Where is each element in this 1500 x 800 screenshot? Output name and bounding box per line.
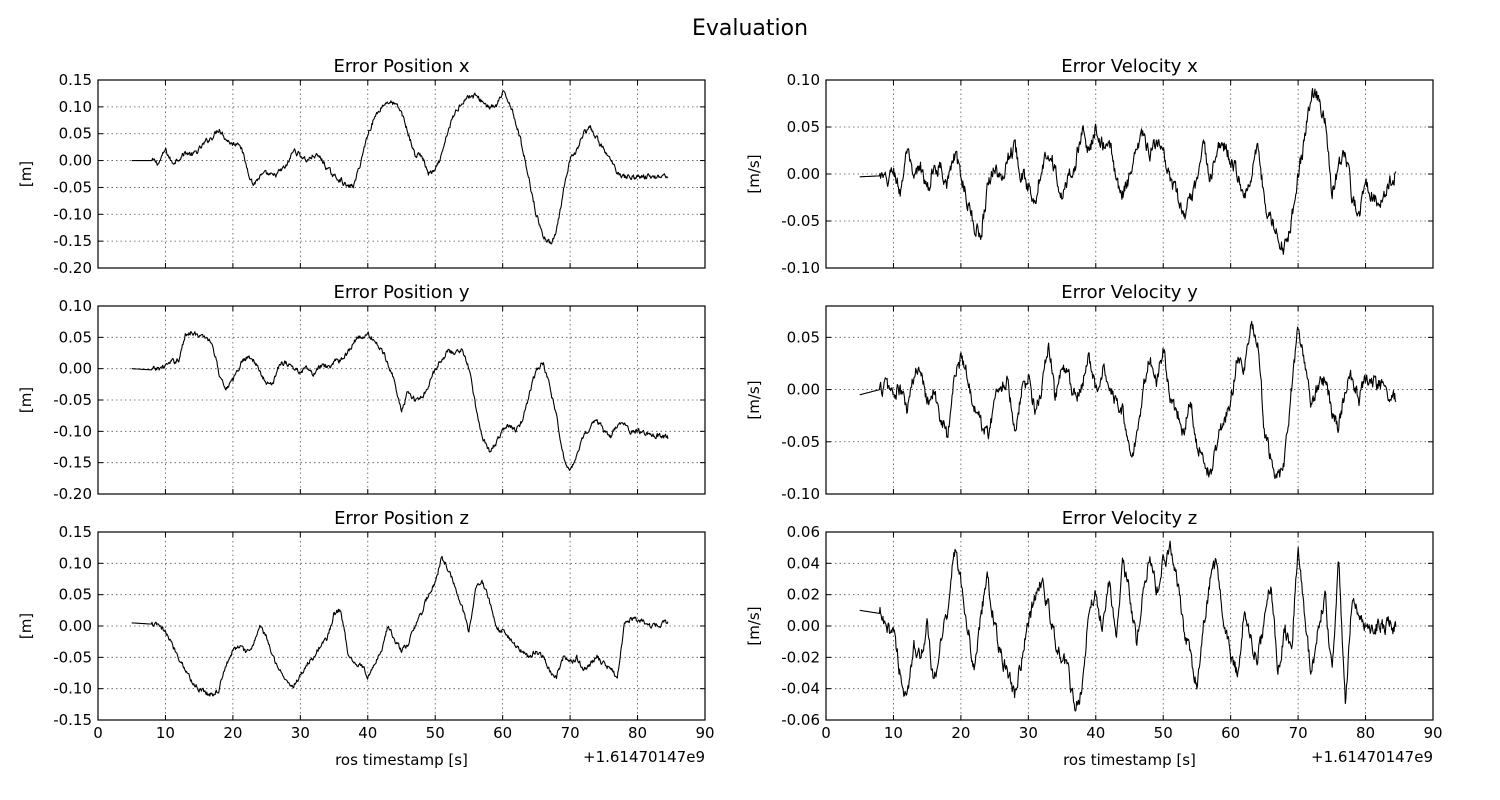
ytick-label: -0.05 <box>53 648 92 666</box>
subplot-vel-y: Error Velocity y 0.05 0.00 -0.05 -0.10 [m/s] <box>745 282 1434 503</box>
ytick-label: 0.04 <box>787 554 820 572</box>
subplot-title: Error Velocity y <box>1061 282 1198 303</box>
series-line <box>859 540 1397 712</box>
ytick-label: 0.02 <box>787 586 820 604</box>
xtick-label: 40 <box>1086 724 1105 742</box>
axes-frame <box>97 305 706 495</box>
xtick-label: 60 <box>1221 724 1240 742</box>
y-axis-label: [m/s] <box>745 154 763 193</box>
ytick-label: 0.00 <box>787 381 820 399</box>
x-offset-label: +1.61470147e9 <box>1311 748 1433 766</box>
y-axis-label: [m] <box>17 161 35 187</box>
ytick-label: -0.02 <box>781 648 820 666</box>
ytick-label: -0.06 <box>781 711 820 729</box>
ytick-label: 0.10 <box>59 98 92 116</box>
y-axis-label: [m] <box>17 613 35 639</box>
subplot-title: Error Velocity x <box>1061 56 1198 77</box>
subplot-title: Error Position y <box>333 282 469 303</box>
ytick-label: 0.00 <box>59 360 92 378</box>
xtick-label: 20 <box>951 724 970 742</box>
x-axis-label: ros timestamp [s] <box>1063 751 1196 769</box>
ytick-label: 0.00 <box>787 617 820 635</box>
subplot-title: Error Position z <box>334 508 469 529</box>
ytick-label: -0.15 <box>53 454 92 472</box>
x-offset-label: +1.61470147e9 <box>583 748 705 766</box>
axes-frame <box>97 531 706 721</box>
xtick-label: 90 <box>1423 724 1442 742</box>
xtick-label: 20 <box>223 724 242 742</box>
ytick-label: -0.05 <box>781 433 820 451</box>
xtick-label: 70 <box>561 724 580 742</box>
ytick-label: 0.05 <box>59 125 92 143</box>
series-line <box>131 555 669 697</box>
xtick-label: 80 <box>1356 724 1375 742</box>
ytick-label: -0.15 <box>53 232 92 250</box>
xtick-label: 70 <box>1289 724 1308 742</box>
xtick-label: 30 <box>1019 724 1038 742</box>
xtick-label: 30 <box>291 724 310 742</box>
xtick-label: 10 <box>884 724 903 742</box>
ytick-label: 0.00 <box>59 152 92 170</box>
ytick-label: -0.05 <box>53 391 92 409</box>
ytick-label: 0.00 <box>59 617 92 635</box>
ytick-label: 0.10 <box>787 71 820 89</box>
axes-frame <box>825 305 1434 495</box>
subplot-title: Error Velocity z <box>1062 508 1197 529</box>
xtick-label: 50 <box>426 724 445 742</box>
xtick-label: 0 <box>821 724 831 742</box>
ytick-label: 0.06 <box>787 523 820 541</box>
axes-frame <box>97 79 706 269</box>
ytick-label: -0.04 <box>781 680 820 698</box>
figure-title: Evaluation <box>692 16 808 41</box>
ytick-label: 0.05 <box>59 328 92 346</box>
y-axis-label: [m] <box>17 387 35 413</box>
ytick-label: 0.10 <box>59 297 92 315</box>
xtick-label: 0 <box>93 724 103 742</box>
series-line <box>859 320 1397 480</box>
ytick-label: -0.10 <box>53 205 92 223</box>
ytick-label: 0.15 <box>59 523 92 541</box>
series-line <box>131 331 669 471</box>
series-line <box>859 87 1397 255</box>
subplot-vel-z: Error Velocity z 0.06 0.04 0.02 0.00 -0.02 -0.… <box>745 508 1443 769</box>
xtick-label: 50 <box>1154 724 1173 742</box>
subplot-pos-x: Error Position x 0.15 0.10 0.05 0.00 -0.05 -0.… <box>17 56 706 277</box>
ytick-label: -0.20 <box>53 259 92 277</box>
subplot-vel-x: Error Velocity x 0.10 0.05 0.00 -0.05 -0.10 [m… <box>745 56 1434 277</box>
x-axis-label: ros timestamp [s] <box>335 751 468 769</box>
ytick-label: -0.10 <box>781 259 820 277</box>
ytick-label: -0.10 <box>53 680 92 698</box>
ytick-label: 0.05 <box>787 118 820 136</box>
subplot-title: Error Position x <box>333 56 469 77</box>
ytick-label: 0.15 <box>59 71 92 89</box>
subplot-pos-z: Error Position z 0.15 0.10 0.05 0.00 -0.05 -0.… <box>17 508 715 769</box>
ytick-label: -0.10 <box>53 422 92 440</box>
ytick-label: 0.05 <box>59 586 92 604</box>
ytick-label: 0.05 <box>787 328 820 346</box>
ytick-label: 0.00 <box>787 165 820 183</box>
ytick-label: -0.20 <box>53 485 92 503</box>
ytick-label: -0.15 <box>53 711 92 729</box>
axes-frame <box>825 531 1434 721</box>
ytick-label: -0.05 <box>53 178 92 196</box>
xtick-label: 40 <box>358 724 377 742</box>
y-axis-label: [m/s] <box>745 380 763 419</box>
series-line <box>131 90 669 245</box>
xtick-label: 80 <box>628 724 647 742</box>
axes-frame <box>825 79 1434 269</box>
xtick-label: 90 <box>695 724 714 742</box>
subplot-pos-y: Error Position y 0.10 0.05 0.00 -0.05 -0.10 -0… <box>17 282 706 503</box>
y-axis-label: [m/s] <box>745 606 763 645</box>
ytick-label: -0.10 <box>781 485 820 503</box>
ytick-label: 0.10 <box>59 554 92 572</box>
ytick-label: -0.05 <box>781 212 820 230</box>
xtick-label: 60 <box>493 724 512 742</box>
xtick-label: 10 <box>156 724 175 742</box>
